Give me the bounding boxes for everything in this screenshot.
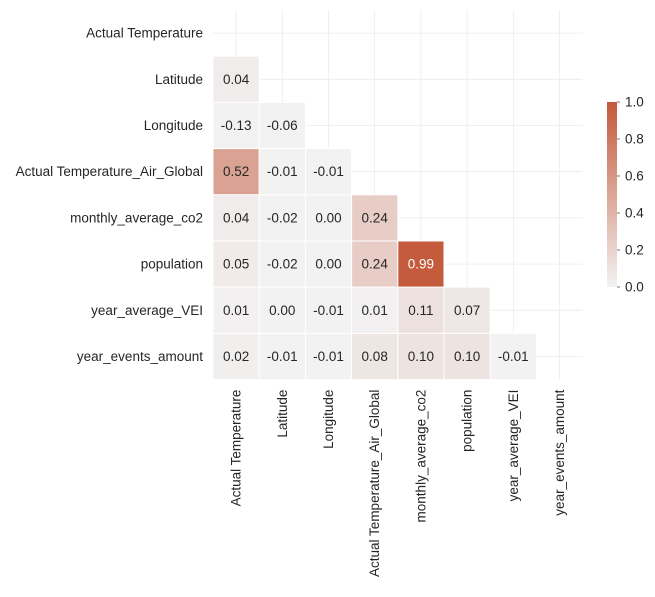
heatmap-cell — [351, 332, 399, 381]
cell-value-label: -0.01 — [267, 349, 298, 364]
cell-value-label: -0.01 — [498, 349, 529, 364]
cell-value-label: -0.01 — [313, 164, 344, 179]
cell-value-label: -0.02 — [267, 257, 298, 272]
heatmap-cell — [443, 286, 491, 334]
x-tick-label: population — [460, 390, 475, 452]
cell-value-label: 0.04 — [223, 72, 250, 87]
cell-value-label: 0.08 — [362, 349, 388, 364]
y-tick-label: Longitude — [144, 118, 203, 133]
y-tick-label: Latitude — [155, 72, 203, 87]
y-tick-label: year_events_amount — [77, 349, 203, 364]
cell-value-label: -0.01 — [313, 349, 344, 364]
colorbar: 0.0 0.2 0.4 0.6 0.8 1.0 — [607, 95, 644, 295]
heatmap-cell — [397, 240, 445, 288]
heatmap-cell — [304, 332, 353, 381]
cell-value-label: 0.05 — [223, 257, 249, 272]
colorbar-gradient — [607, 102, 617, 287]
colorbar-tick-label: 0.0 — [625, 280, 644, 295]
cell-value-label: -0.01 — [267, 164, 298, 179]
cell-value-label: 0.07 — [454, 303, 480, 318]
cell-value-label: -0.13 — [221, 118, 252, 133]
cell-value-label: 0.02 — [223, 349, 249, 364]
heatmap-cell — [351, 240, 399, 288]
x-tick-label: monthly_average_co2 — [413, 390, 428, 523]
heatmap-cell — [258, 194, 306, 242]
colorbar-tick-label: 1.0 — [625, 95, 644, 110]
heatmap-cell — [489, 332, 537, 381]
heatmap-cell — [258, 148, 306, 196]
y-tick-label: population — [141, 257, 203, 272]
cell-value-label: -0.02 — [267, 210, 298, 225]
heatmap-cell — [351, 286, 399, 334]
x-tick-label: year_events_amount — [552, 389, 567, 515]
y-tick-label: Actual Temperature_Air_Global — [16, 164, 203, 179]
cell-value-label: 0.99 — [408, 257, 434, 272]
x-tick-label: year_average_VEI — [506, 390, 521, 502]
y-tick-label: Actual Temperature — [86, 26, 203, 41]
y-tick-labels: Actual Temperature Latitude Longitude Actua… — [16, 26, 204, 364]
cell-value-label: 0.00 — [315, 257, 341, 272]
heatmap-cell — [304, 240, 353, 288]
heatmap-cell — [397, 286, 445, 334]
cell-value-label: 0.01 — [362, 303, 388, 318]
heatmap-cell — [212, 332, 260, 381]
heatmap-cell — [258, 240, 306, 288]
heatmap-cell — [258, 286, 306, 334]
y-tick-label: monthly_average_co2 — [70, 210, 203, 225]
x-tick-label: Latitude — [275, 390, 290, 438]
cell-value-label: 0.10 — [454, 349, 480, 364]
colorbar-tick-label: 0.2 — [625, 243, 644, 258]
cell-value-label: 0.10 — [408, 349, 434, 364]
heatmap-cell — [304, 148, 353, 196]
colorbar-tick-label: 0.8 — [625, 132, 644, 147]
heatmap-cell — [212, 240, 260, 288]
x-tick-label: Longitude — [321, 390, 336, 449]
cell-value-label: 0.04 — [223, 210, 250, 225]
heatmap-cell — [304, 286, 353, 334]
cell-value-label: 0.52 — [223, 164, 249, 179]
x-tick-labels: Actual Temperature Latitude Longitude Actua… — [229, 389, 567, 577]
colorbar-tick-label: 0.4 — [625, 206, 644, 221]
cell-value-label: 0.00 — [269, 303, 295, 318]
cell-value-label: 0.24 — [362, 257, 389, 272]
x-tick-label: Actual Temperature_Air_Global — [367, 390, 382, 577]
heatmap-cell — [258, 332, 306, 381]
heatmap-cell — [212, 148, 260, 196]
cell-value-label: 0.00 — [315, 210, 341, 225]
cell-value-label: 0.11 — [408, 303, 433, 318]
colorbar-tick-label: 0.6 — [625, 169, 644, 184]
cell-value-label: -0.06 — [267, 118, 298, 133]
y-tick-label: year_average_VEI — [91, 303, 203, 318]
x-tick-label: Actual Temperature — [229, 390, 244, 507]
cell-value-label: -0.01 — [313, 303, 344, 318]
cell-value-label: 0.01 — [223, 303, 249, 318]
cell-value-label: 0.24 — [362, 210, 389, 225]
cell-layer: 0.04 -0.13 -0.06 0.52 -0.01 -0.01 0.04 -0.02 0.0… — [212, 55, 537, 381]
heatmap-cell — [397, 332, 445, 381]
heatmap-cell — [258, 101, 306, 150]
heatmap-cell — [351, 194, 399, 242]
